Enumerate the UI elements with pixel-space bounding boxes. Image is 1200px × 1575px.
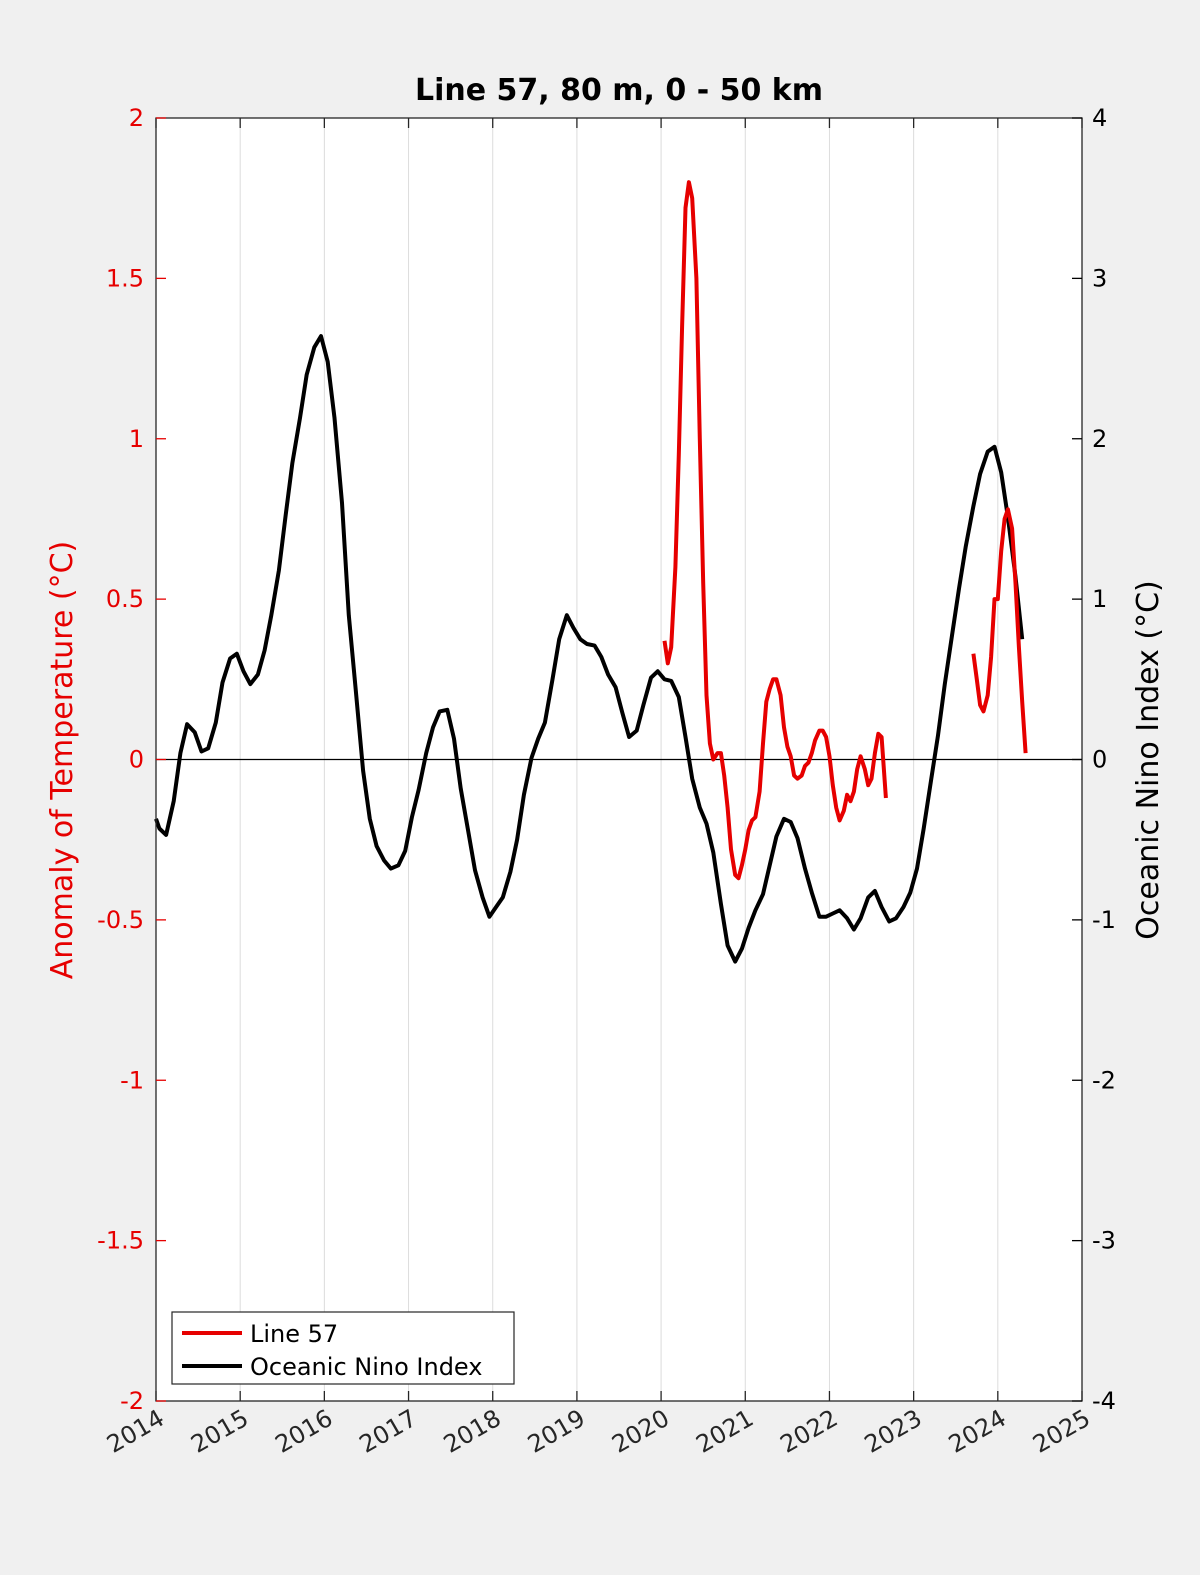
y-right-tick-label: 4 (1092, 104, 1107, 132)
y-left-tick-label: -2 (120, 1387, 144, 1415)
y-left-tick-label: -0.5 (97, 906, 144, 934)
y-right-tick-label: -1 (1092, 906, 1116, 934)
y-left-tick-label: 0.5 (106, 585, 144, 613)
y-right-tick-label: -3 (1092, 1227, 1116, 1255)
y-right-tick-label: 2 (1092, 425, 1107, 453)
legend-label-line-57: Line 57 (250, 1320, 338, 1348)
y-left-tick-label: 2 (129, 104, 144, 132)
y-right-tick-label: 3 (1092, 264, 1107, 292)
series-line-line-57-1 (971, 507, 1028, 754)
x-tick-label: 2020 (607, 1404, 674, 1459)
x-tick-label: 2021 (691, 1404, 758, 1459)
y-right-tick-label: -4 (1092, 1387, 1116, 1415)
y-left-tick-label: -1 (120, 1066, 144, 1094)
x-tick-label: 2019 (523, 1404, 590, 1459)
x-tick-label: 2015 (186, 1404, 253, 1459)
y-right-tick-label: 1 (1092, 585, 1107, 613)
y-left-tick-label: 1 (129, 425, 144, 453)
x-tick-label: 2016 (270, 1404, 337, 1459)
legend-box (171, 1311, 515, 1385)
chart-title: Line 57, 80 m, 0 - 50 km (415, 73, 823, 108)
x-tick-label: 2022 (776, 1404, 843, 1459)
x-tick-label: 2023 (860, 1404, 927, 1459)
x-tick-label: 2024 (944, 1404, 1011, 1459)
y-right-tick-label: -2 (1092, 1066, 1116, 1094)
legend-label-oni: Oceanic Nino Index (250, 1353, 482, 1381)
y-axis-left-label: Anomaly of Temperature (°C) (45, 541, 80, 980)
y-axis-right-label: Oceanic Nino Index (°C) (1131, 580, 1166, 940)
x-tick-label: 2017 (355, 1404, 422, 1459)
x-tick-label: 2025 (1028, 1404, 1095, 1459)
y-left-tick-label: 0 (129, 746, 144, 774)
series-layer (154, 180, 1028, 964)
y-left-tick-label: 1.5 (106, 264, 144, 292)
legend: Line 57 Oceanic Nino Index (171, 1311, 515, 1385)
series-line-line-57-0 (662, 180, 888, 881)
y-right-tick-label: 0 (1092, 746, 1107, 774)
series-line-oceanic-nino-index-0 (154, 334, 1025, 964)
y-left-tick-label: -1.5 (97, 1227, 144, 1255)
x-tick-label: 2018 (439, 1404, 506, 1459)
